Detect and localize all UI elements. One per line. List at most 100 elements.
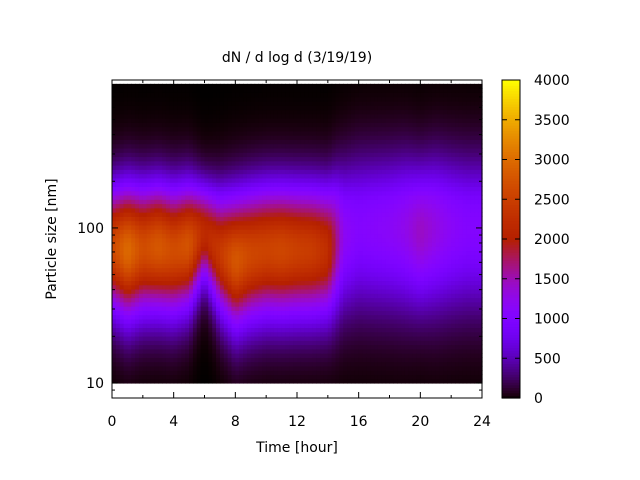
- heatmap-cell: [231, 194, 236, 200]
- heatmap-cell: [123, 224, 129, 230]
- heatmap-cell: [335, 160, 340, 166]
- heatmap-cell: [377, 139, 383, 145]
- heatmap-cell: [227, 237, 233, 243]
- heatmap-cell: [112, 250, 117, 256]
- heatmap-cell: [208, 306, 213, 311]
- heatmap-cell: [196, 83, 202, 89]
- heatmap-cell: [362, 348, 367, 354]
- heatmap-cell: [304, 374, 310, 380]
- heatmap-cell: [246, 297, 252, 303]
- heatmap-cell: [227, 139, 233, 145]
- heatmap-cell: [262, 378, 267, 384]
- heatmap-cell: [350, 135, 356, 140]
- heatmap-cell: [223, 207, 229, 213]
- heatmap-cell: [362, 331, 367, 337]
- heatmap-cell: [189, 250, 194, 256]
- heatmap-cell: [204, 254, 209, 260]
- heatmap-cell: [300, 126, 306, 132]
- heatmap-cell: [208, 169, 213, 175]
- heatmap-cell: [239, 267, 244, 273]
- heatmap-cell: [339, 327, 344, 333]
- heatmap-cell: [304, 92, 310, 98]
- heatmap-cell: [304, 122, 310, 128]
- heatmap-cell: [181, 327, 186, 333]
- heatmap-cell: [320, 310, 325, 316]
- heatmap-cell: [169, 182, 175, 187]
- heatmap-cell: [158, 370, 163, 376]
- heatmap-cell: [246, 335, 252, 341]
- heatmap-cell: [347, 156, 352, 162]
- heatmap-cell: [331, 293, 337, 299]
- heatmap-cell: [162, 135, 167, 140]
- heatmap-cell: [304, 365, 310, 371]
- heatmap-cell: [192, 378, 198, 384]
- heatmap-cell: [266, 280, 271, 286]
- heatmap-cell: [343, 173, 348, 179]
- heatmap-cell: [119, 118, 125, 123]
- heatmap-cell: [258, 216, 263, 222]
- heatmap-cell: [285, 126, 290, 132]
- heatmap-cell: [200, 160, 206, 166]
- heatmap-cell: [216, 203, 221, 209]
- heatmap-cell: [196, 357, 202, 363]
- heatmap-cell: [258, 370, 263, 376]
- heatmap-cell: [243, 250, 248, 256]
- heatmap-cell: [370, 224, 375, 230]
- heatmap-cell: [146, 96, 152, 102]
- heatmap-cell: [354, 331, 360, 337]
- heatmap-cell: [273, 224, 279, 230]
- heatmap-cell: [273, 378, 279, 384]
- heatmap-cell: [119, 113, 125, 119]
- heatmap-cell: [212, 182, 217, 187]
- heatmap-cell: [231, 122, 236, 128]
- heatmap-cell: [297, 310, 302, 316]
- heatmap-cell: [362, 212, 367, 217]
- heatmap-cell: [192, 135, 198, 140]
- heatmap-cell: [370, 229, 375, 235]
- heatmap-cell: [115, 216, 121, 222]
- heatmap-cell: [200, 335, 206, 341]
- heatmap-cell: [300, 288, 306, 294]
- heatmap-cell: [343, 340, 348, 346]
- heatmap-cell: [354, 297, 360, 303]
- heatmap-cell: [150, 224, 155, 230]
- heatmap-cell: [192, 194, 198, 200]
- heatmap-cell: [304, 83, 310, 89]
- heatmap-cell: [196, 92, 202, 98]
- heatmap-cell: [254, 182, 260, 187]
- heatmap-cell: [370, 259, 375, 264]
- heatmap-cell: [219, 113, 225, 119]
- heatmap-cell: [204, 280, 209, 286]
- heatmap-cell: [131, 229, 136, 235]
- heatmap-cell: [350, 88, 356, 93]
- heatmap-cell: [254, 331, 260, 337]
- heatmap-cell: [208, 100, 213, 106]
- heatmap-cell: [370, 378, 375, 384]
- heatmap-cell: [196, 263, 202, 269]
- heatmap-cell: [223, 374, 229, 380]
- heatmap-cell: [308, 177, 314, 183]
- heatmap-cell: [192, 327, 198, 333]
- heatmap-cell: [138, 216, 144, 222]
- heatmap-cell: [350, 194, 356, 200]
- heatmap-cell: [208, 212, 213, 217]
- heatmap-cell: [331, 216, 337, 222]
- heatmap-cell: [339, 194, 344, 200]
- heatmap-cell: [112, 263, 117, 269]
- heatmap-cell: [300, 96, 306, 102]
- heatmap-cell: [162, 139, 167, 145]
- heatmap-cell: [150, 241, 155, 247]
- heatmap-cell: [127, 113, 132, 119]
- heatmap-cell: [200, 109, 206, 115]
- heatmap-cell: [281, 310, 287, 316]
- heatmap-cell: [285, 194, 290, 200]
- heatmap-cell: [127, 335, 132, 341]
- heatmap-cell: [165, 237, 171, 243]
- heatmap-cell: [362, 267, 367, 273]
- heatmap-cell: [254, 186, 260, 192]
- heatmap-cell: [354, 344, 360, 350]
- heatmap-cell: [270, 194, 275, 200]
- heatmap-cell: [127, 96, 132, 102]
- heatmap-cell: [281, 357, 287, 363]
- heatmap-cell: [289, 113, 294, 119]
